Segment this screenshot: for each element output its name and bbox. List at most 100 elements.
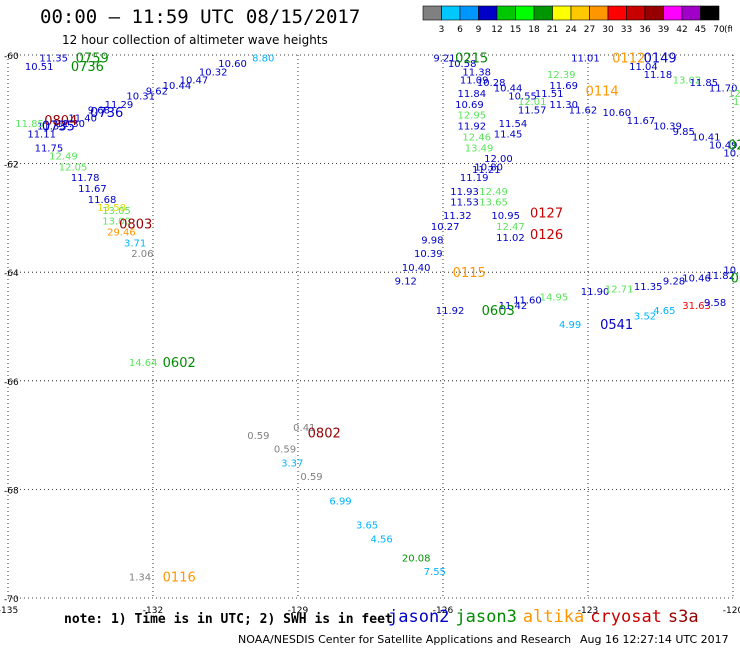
colorbar-label: 21 — [547, 25, 558, 35]
wave-height-value: 10.47 — [180, 75, 209, 86]
pass-time-label: 0804 — [44, 114, 77, 129]
colorbar-label: 27 — [584, 25, 595, 35]
wave-height-value: 4.65 — [653, 306, 675, 317]
colorbar-label: 33 — [621, 25, 632, 35]
wave-height-value: 11.92 — [458, 122, 487, 133]
wave-height-value: 9.62 — [146, 86, 168, 97]
wave-height-value: 11.57 — [518, 105, 547, 116]
wave-height-value: 12.02 — [728, 89, 740, 100]
wave-height-value: 9.68 — [88, 105, 110, 116]
pass-time-label: 0736 — [90, 106, 123, 121]
x-tick-label: -135 — [0, 606, 18, 616]
pass-time-label: 0115 — [453, 266, 486, 281]
pass-time-label: 0541 — [600, 318, 633, 333]
x-tick-label: -120 — [723, 606, 740, 616]
pass-time-label: 0602 — [163, 356, 196, 371]
wave-height-value: 11.01 — [571, 54, 600, 65]
footer-credit: NOAA/NESDIS Center for Satellite Applica… — [238, 633, 572, 646]
wave-height-value: 14.95 — [540, 293, 569, 304]
wave-height-value: 11.45 — [494, 130, 523, 141]
wave-height-value: 11.11 — [27, 130, 56, 141]
wave-height-value: 12.39 — [547, 70, 576, 81]
colorbar-label: 9 — [476, 25, 482, 35]
wave-height-value: 10.51 — [25, 62, 54, 73]
wave-height-value: 10.44 — [163, 81, 192, 92]
wave-height-value: 13.00 — [102, 217, 131, 228]
colorbar-label: 70 — [713, 25, 725, 35]
wave-height-value: 20.08 — [402, 553, 431, 564]
wave-height-value: 13.58 — [97, 203, 126, 214]
wave-height-value: 11.21 — [472, 165, 501, 176]
wave-height-value: 10.40 — [402, 263, 431, 274]
wave-height-value: 3.52 — [634, 312, 656, 323]
wave-height-value: 13.02 — [673, 75, 702, 86]
wave-height-value: 9.12 — [395, 276, 417, 287]
wave-height-value: 13.05 — [102, 206, 131, 217]
colorbar-label: 30 — [602, 25, 614, 35]
pass-time-label: 0127 — [530, 206, 563, 221]
footer-note: note: 1) Time is in UTC; 2) SWH is in fe… — [64, 612, 393, 627]
wave-height-value: 11.69 — [549, 81, 578, 92]
colorbar-swatch — [700, 5, 720, 21]
x-tick-label: -123 — [578, 606, 598, 616]
colorbar-label: 3 — [439, 25, 445, 35]
wave-height-value: 0.59 — [247, 431, 269, 442]
wave-height-value: 7.55 — [424, 567, 446, 578]
wave-height-value: 11.53 — [450, 198, 479, 209]
wave-height-value: 12.05 — [59, 162, 88, 173]
colorbar-label: 42 — [676, 25, 687, 35]
colorbar-label: 24 — [565, 25, 577, 35]
wave-height-value: 11.35 — [39, 54, 68, 65]
wave-height-value: 11.04 — [629, 62, 658, 73]
chart-title: 00:00 – 11:59 UTC 08/15/2017 — [40, 6, 361, 28]
wave-height-value: 11.19 — [460, 173, 489, 184]
wave-height-value: 9.98 — [421, 236, 443, 247]
legend-item-s3a: s3a — [667, 607, 699, 627]
wave-height-value: 10.46 — [682, 274, 711, 285]
wave-height-value: 11.38 — [462, 67, 491, 78]
wave-height-value: 3.37 — [281, 458, 303, 469]
colorbar-label: 15 — [510, 25, 521, 35]
wave-height-value: 12.49 — [479, 187, 508, 198]
wave-height-value: 10.27 — [431, 222, 460, 233]
wave-height-value: 11.67 — [78, 184, 107, 195]
colorbar-label: 6 — [457, 25, 463, 35]
wave-height-value: 12.01 — [518, 97, 547, 108]
footer-generated-time: Aug 16 12:27:14 UTC 2017 — [580, 633, 729, 646]
wave-height-value: 11.70 — [709, 84, 738, 95]
legend-item-jason2: jason2 — [388, 607, 450, 627]
colorbar-label: 39 — [658, 25, 670, 35]
chart-subtitle: 12 hour collection of altimeter wave hei… — [62, 33, 328, 47]
wave-height-value: 11.18 — [644, 70, 673, 81]
y-tick-label: -66 — [4, 378, 19, 388]
wave-height-value: 10.55 — [508, 92, 537, 103]
wave-height-value: 9.58 — [704, 298, 726, 309]
y-tick-label: -62 — [4, 161, 19, 171]
wave-height-value: 11.40 — [68, 113, 97, 124]
pass-time-label: 0126 — [530, 228, 563, 243]
wave-height-value: 0.59 — [274, 445, 296, 456]
wave-height-value: 10.31 — [126, 92, 155, 103]
wave-height-value: 9.21 — [433, 54, 455, 65]
pass-time-label: 0112 — [612, 52, 645, 67]
wave-height-value: 12.71 — [605, 284, 634, 295]
pass-time-label: 0803 — [119, 217, 152, 232]
pass-time-labels: 0759073608040735073608030602080201160115… — [42, 52, 740, 586]
wave-height-value: 13.49 — [465, 143, 494, 154]
wave-height-value: 13.65 — [479, 198, 508, 209]
wave-height-value: 12.46 — [462, 132, 491, 143]
satellite-legend: jason2 jason3 altika cryosat s3a — [388, 607, 705, 627]
wave-height-value: 10.41 — [692, 132, 721, 143]
wave-height-value: 10.80 — [474, 162, 503, 173]
pass-time-label: 0214 — [728, 139, 740, 154]
legend-item-cryosat: cryosat — [590, 607, 662, 627]
wave-height-value: 11.92 — [436, 306, 465, 317]
wave-height-value: 10.49 — [709, 141, 738, 152]
wave-height-value: 31.63 — [682, 301, 711, 312]
wave-height-value: 11.78 — [71, 173, 100, 184]
wave-height-value: 2.06 — [131, 249, 153, 260]
wave-height-value: 11.85 — [690, 78, 719, 89]
pass-time-label: 0149 — [644, 52, 677, 67]
x-tick-label: -129 — [288, 606, 309, 616]
